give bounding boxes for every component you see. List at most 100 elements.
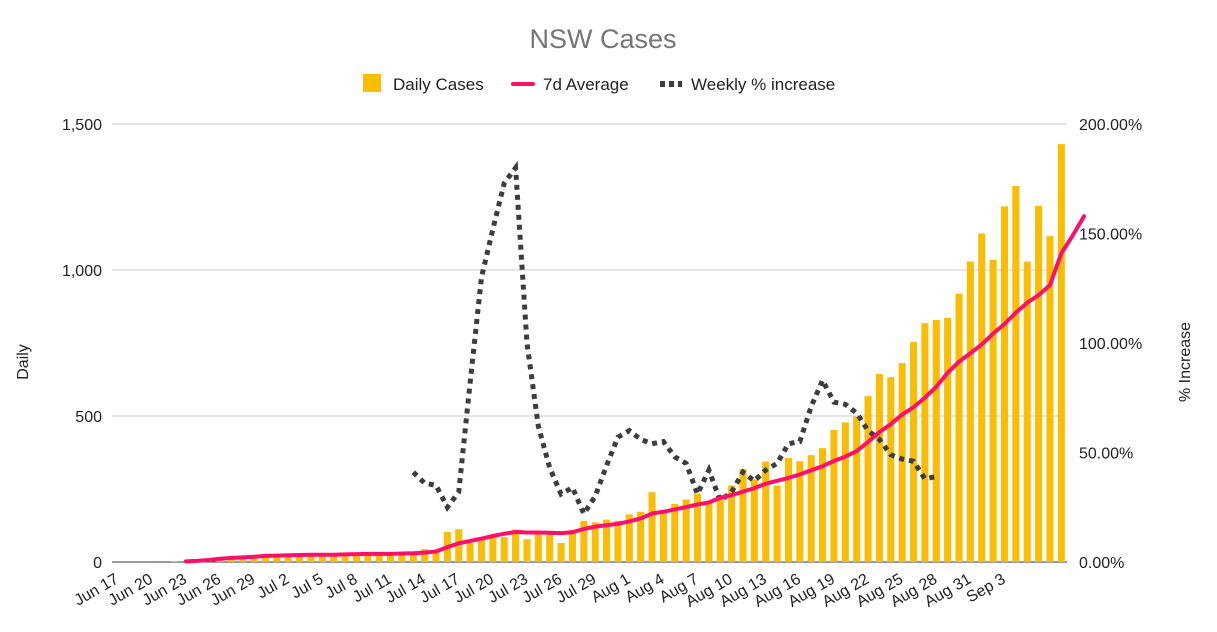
- daily-cases-bar: [909, 342, 918, 562]
- legend-label-7d-average: 7d Average: [543, 75, 629, 94]
- daily-cases-bar: [966, 261, 974, 562]
- y-tick-label: 500: [75, 409, 102, 426]
- daily-cases-bar: [637, 511, 645, 562]
- daily-cases-bar: [659, 510, 667, 562]
- daily-cases-bar: [603, 519, 611, 562]
- daily-cases-bar: [477, 539, 486, 562]
- daily-cases-bar: [864, 396, 872, 562]
- legend-label-daily-cases: Daily Cases: [393, 75, 484, 94]
- daily-cases-bar: [705, 501, 713, 562]
- weekly-increase-line: [411, 160, 937, 520]
- chart-title: NSW Cases: [529, 24, 676, 54]
- daily-cases-bar: [648, 492, 656, 562]
- daily-cases-bar: [330, 554, 338, 562]
- daily-cases-bar: [898, 363, 906, 562]
- seven-day-average-line: [183, 214, 1087, 564]
- daily-cases-bar: [534, 531, 542, 562]
- daily-cases-bar: [693, 493, 702, 562]
- y2-tick-label: 0.00%: [1079, 555, 1124, 572]
- gridlines: [112, 123, 1067, 563]
- daily-cases-bar: [261, 555, 270, 562]
- legend-swatch-daily-cases: [363, 74, 381, 92]
- daily-cases-bar: [728, 485, 736, 562]
- legend: Daily Cases 7d Average Weekly % increase: [363, 74, 835, 94]
- right-axis-ticks: 0.00% 50.00% 100.00% 150.00% 200.00%: [1079, 117, 1142, 572]
- series-lines: [183, 160, 1087, 564]
- daily-cases-bar: [500, 537, 508, 562]
- daily-cases-bar: [819, 448, 827, 562]
- daily-cases-bar: [921, 323, 929, 562]
- x-tick-label: Jul 5: [289, 571, 327, 603]
- daily-cases-bar: [580, 520, 588, 562]
- daily-cases-bar: [978, 233, 986, 562]
- daily-cases-bar: [284, 556, 292, 562]
- daily-cases-bar: [841, 422, 849, 562]
- y-axis-title: Daily: [15, 344, 32, 380]
- y-tick-label: 1,000: [62, 263, 102, 280]
- daily-cases-bar: [387, 553, 395, 562]
- daily-cases-bar: [830, 430, 838, 562]
- daily-cases-bar: [171, 561, 179, 562]
- daily-cases-bar: [1000, 206, 1008, 562]
- daily-cases-bar: [614, 520, 622, 562]
- daily-cases-bar: [409, 552, 417, 562]
- daily-cases-bar: [762, 461, 770, 562]
- daily-cases-bar: [432, 550, 440, 562]
- y-tick-label: 0: [93, 555, 102, 572]
- daily-cases-bar: [773, 485, 781, 562]
- y2-tick-label: 150.00%: [1079, 227, 1142, 244]
- daily-cases-bar: [591, 522, 599, 562]
- daily-cases-bar: [739, 468, 747, 562]
- daily-cases-bar: [784, 458, 792, 562]
- daily-cases-bar: [682, 499, 690, 562]
- daily-cases-bar: [455, 529, 463, 562]
- daily-cases-bar: [341, 554, 349, 562]
- daily-cases-bar: [887, 377, 895, 562]
- left-axis-ticks: 0 500 1,000 1,500: [62, 117, 102, 572]
- legend-label-weekly-increase: Weekly % increase: [691, 75, 835, 94]
- daily-cases-bar: [466, 543, 474, 562]
- y-tick-label: 1,500: [62, 117, 102, 134]
- y2-tick-label: 50.00%: [1079, 446, 1133, 463]
- daily-cases-bar: [1046, 236, 1054, 562]
- daily-cases-bar: [512, 529, 520, 562]
- daily-cases-bar: [421, 549, 429, 562]
- daily-cases-bar: [1035, 205, 1043, 562]
- x-tick-label: Jul 2: [254, 571, 292, 603]
- daily-cases-bar: [932, 319, 940, 562]
- daily-cases-bar: [523, 539, 531, 562]
- daily-cases-bar: [671, 503, 679, 562]
- daily-cases-bar: [853, 416, 861, 562]
- daily-cases-bar: [1057, 144, 1065, 562]
- daily-cases-bar: [716, 494, 724, 562]
- daily-cases-bar: [296, 554, 304, 562]
- daily-cases-bar: [307, 556, 315, 562]
- daily-cases-bar: [239, 557, 247, 562]
- daily-cases-bar: [568, 529, 576, 562]
- daily-cases-bar: [875, 373, 883, 562]
- daily-cases-bars: [171, 144, 1065, 562]
- daily-cases-bar: [489, 536, 497, 562]
- daily-cases-bar: [546, 533, 554, 562]
- daily-cases-bar: [796, 461, 804, 562]
- daily-cases-bar: [352, 554, 360, 562]
- daily-cases-bar: [625, 514, 633, 562]
- daily-cases-bar: [375, 554, 383, 562]
- daily-cases-bar: [557, 543, 565, 562]
- x-tick-label: Sep 3: [964, 571, 1009, 607]
- daily-cases-bar: [989, 259, 997, 562]
- daily-cases-bar: [750, 479, 758, 562]
- daily-cases-bar: [1023, 261, 1031, 562]
- daily-cases-bar: [273, 555, 281, 562]
- daily-cases-bar: [955, 293, 963, 562]
- daily-cases-bar: [807, 455, 815, 562]
- y2-tick-label: 100.00%: [1079, 336, 1142, 353]
- daily-cases-bar: [398, 554, 406, 562]
- daily-cases-bar: [364, 552, 372, 562]
- daily-cases-bar: [1012, 185, 1020, 562]
- daily-cases-bar: [944, 317, 952, 562]
- y2-axis-title: % Increase: [1177, 322, 1194, 402]
